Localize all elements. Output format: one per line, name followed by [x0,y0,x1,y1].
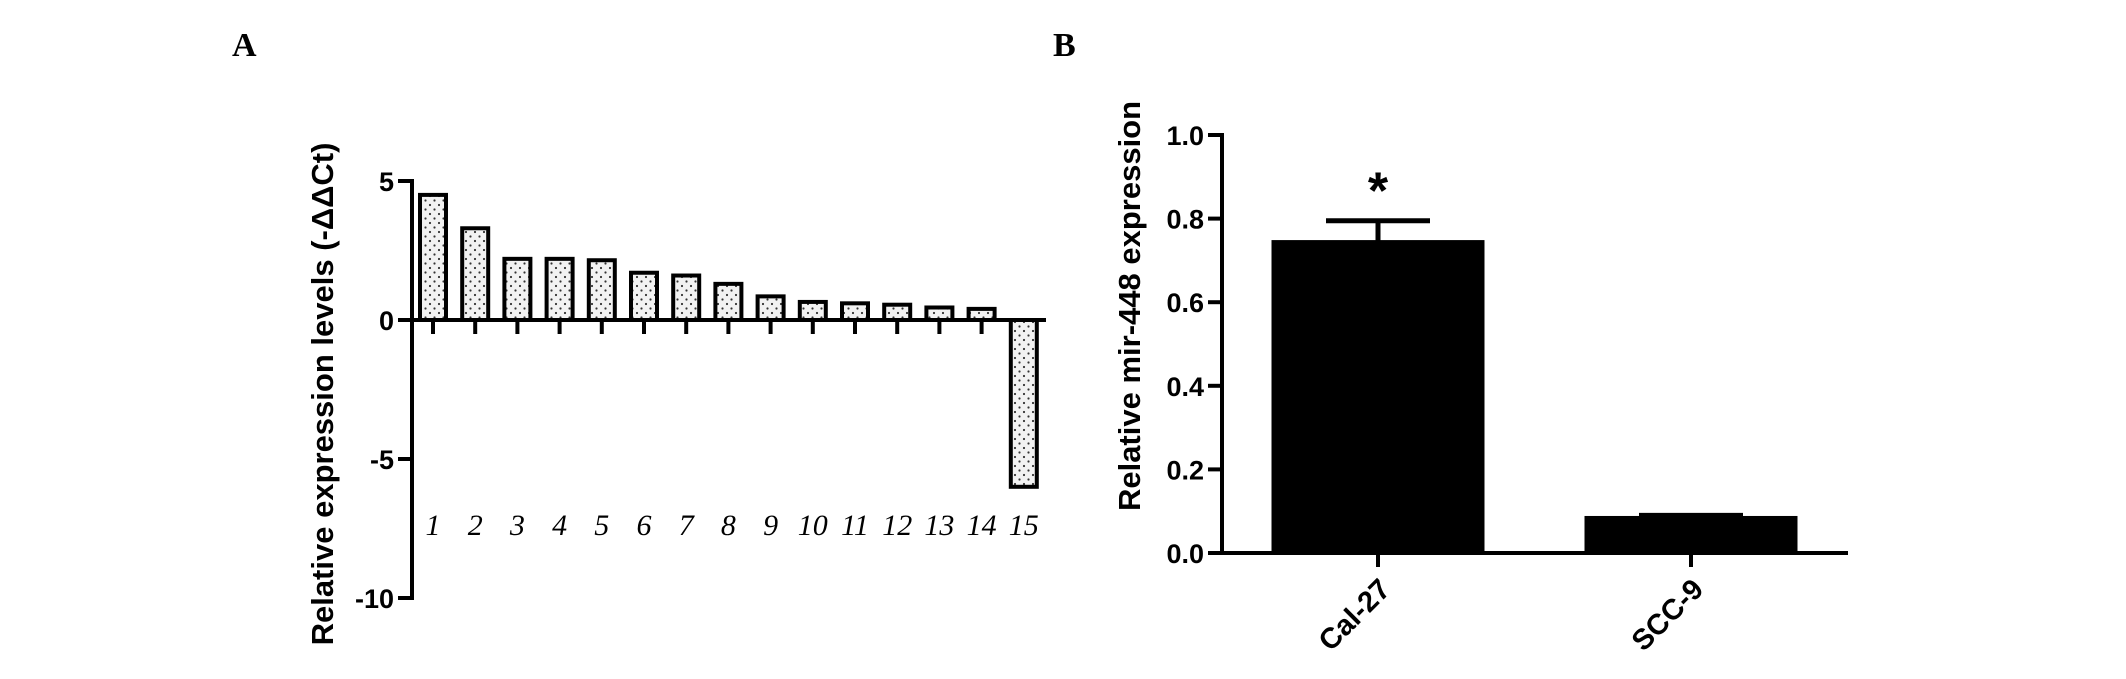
panel-a-category-label: 15 [1009,509,1039,542]
panel-a-category-label: 6 [637,509,652,542]
panel-a-category-label: 11 [841,509,869,542]
panel-b-y-tick-label: 0.8 [1166,205,1204,235]
panel-a-bar [966,306,997,323]
panel-b-axes: 0.0 0.2 0.4 0.6 0.8 1.0 [1166,121,1848,569]
panel-b-category-labels: Cal-27 SCC-9 [1313,573,1710,657]
panel-a-category-label: 10 [798,509,828,542]
panel-a-bar [544,256,575,322]
panel-a-label: A [232,27,257,64]
panel-a-category-label: 1 [426,509,441,542]
panel-a-axes: 5 0 -5 -10 [355,167,1046,614]
panel-a-y-tick-label: -5 [370,445,394,475]
panel-b-bar [1271,240,1485,555]
panel-a-bar [755,294,786,322]
panel-b-y-tick-label: 1.0 [1166,121,1204,151]
panel-b-bar [1584,515,1798,555]
panel-a-y-tick-label: 5 [379,167,394,197]
panel-a-y-axis-title: Relative expression levels (-ΔΔCt) [305,143,340,646]
panel-a-bar [713,281,744,322]
panel-a-bar [882,302,913,322]
panel-a-bar [797,299,828,322]
panel-a-bar [924,305,955,322]
panel-a-bar [418,192,448,322]
panel-a-bar [629,270,659,322]
panel-b-y-tick-label: 0.0 [1166,539,1204,569]
panel-a-category-label: 13 [924,509,954,542]
panel-a-category-label: 2 [468,509,483,542]
panel-b-label: B [1053,27,1076,64]
panel-a-category-label: 5 [594,509,609,542]
panel-a-bar [671,273,702,322]
panel-a-bar [586,258,617,323]
panel-a-bars [418,192,1039,489]
panel-a-bar [502,256,533,322]
panel-a-category-label: 3 [509,509,525,542]
panel-a-category-label: 4 [552,509,567,542]
panel-b-significance-marker: * [1368,163,1389,221]
panel-a-category-label: 12 [882,509,912,542]
panel-a-y-tick-label: 0 [379,306,394,336]
panel-b-category-label: SCC-9 [1626,573,1710,657]
panel-a-category-label: 7 [679,509,696,542]
panel-b: B Relative mir-448 expression 0.00.20.40… [1053,27,1848,658]
panel-b-category-label: Cal-27 [1313,573,1397,657]
panel-a-category-label: 14 [967,509,997,542]
panel-b-y-axis-title: Relative mir-448 expression [1112,101,1147,511]
panel-a-bar [460,226,491,322]
panel-a-category-label: 9 [763,509,778,542]
panel-a: A Relative expression levels (-ΔΔCt) 5 0 -… [232,27,1046,645]
panel-b-y-tick-label: 0.4 [1166,372,1204,402]
panel-b-y-tick-label: 0.2 [1166,455,1204,485]
panel-b-y-tick-label: 0.6 [1166,288,1204,318]
panel-a-bar [840,301,870,323]
panel-a-category-labels: 1 2 3 4 5 6 7 8 9 10 11 12 13 14 15 [426,509,1039,542]
panel-a-bar [1008,318,1039,489]
panel-a-y-tick-label: -10 [355,584,394,614]
panel-a-category-label: 8 [721,509,736,542]
panel-b-bars: * [1271,163,1798,555]
